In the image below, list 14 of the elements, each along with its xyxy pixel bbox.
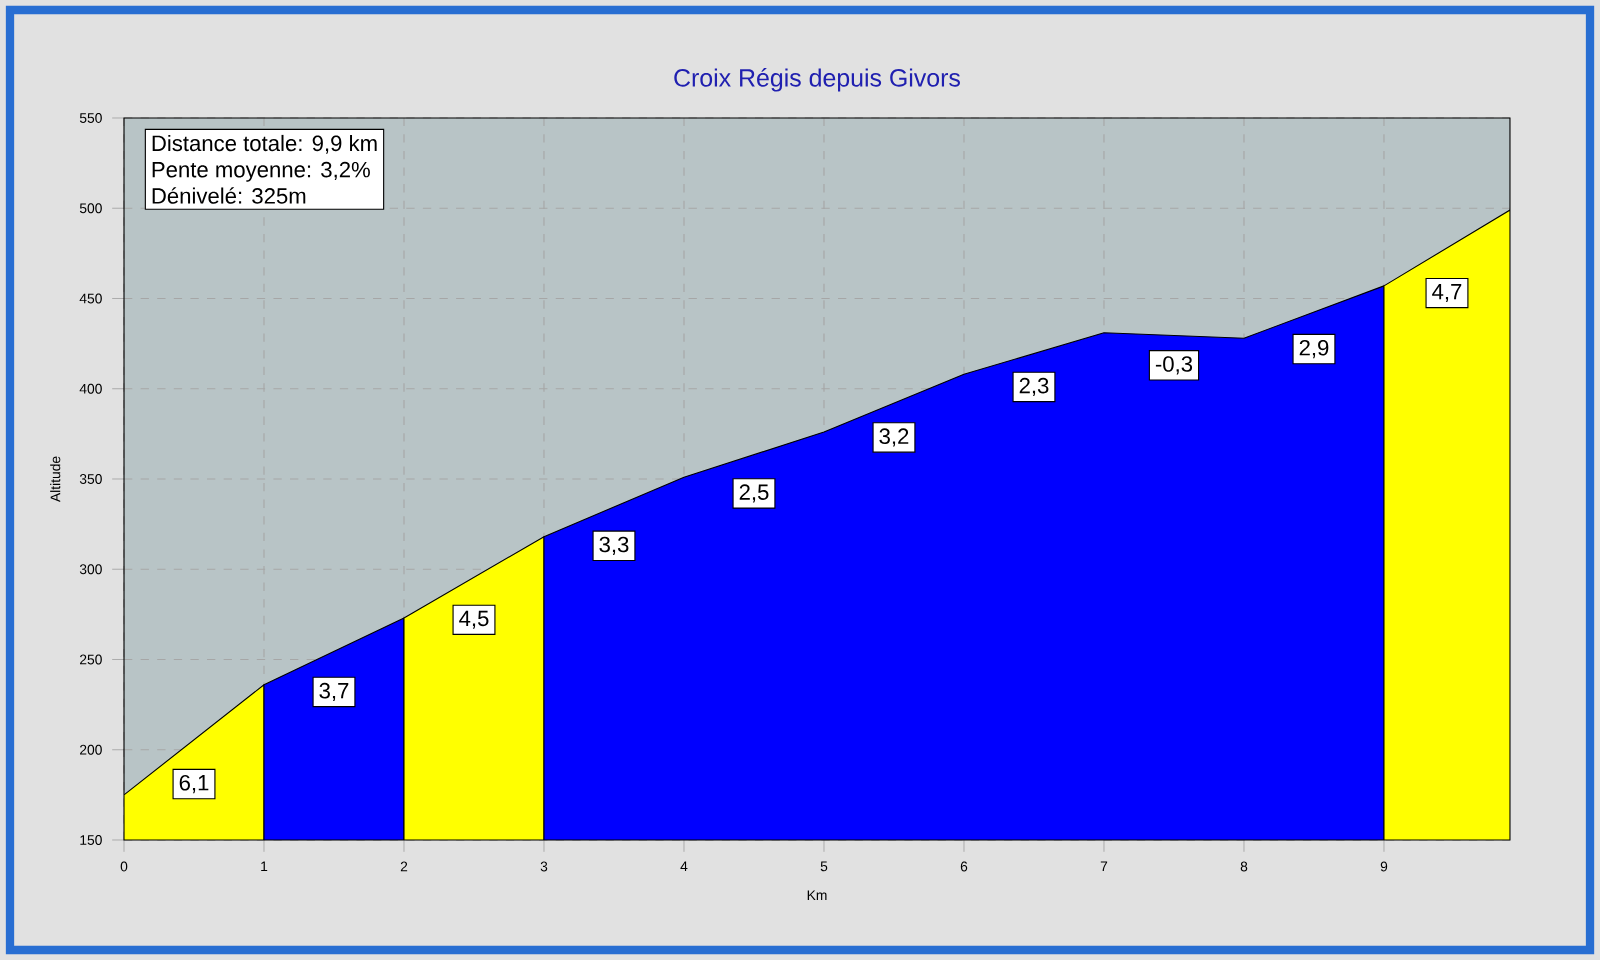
annotation: 4,7: [1432, 284, 1462, 303]
chart-title: Croix Régis depuis Givors: [674, 68, 960, 92]
annotation: 3,3: [599, 536, 629, 555]
annotation: 2,5: [739, 484, 769, 503]
annotation: Distance totale: 9,9 km: [152, 134, 377, 154]
annotation: -0,3: [1155, 356, 1193, 375]
annotation: 6,1: [179, 774, 209, 794]
annotation: Dénivelé: 325m: [152, 187, 306, 204]
annotation: 3,7: [319, 682, 349, 702]
annotation: 3,2: [879, 428, 909, 447]
annotation: 4,5: [459, 610, 489, 629]
annotation: 2,9: [1299, 339, 1329, 359]
annotation: Pente moyenne: 3,2%: [152, 161, 370, 182]
annotation: 2,3: [1019, 377, 1049, 397]
